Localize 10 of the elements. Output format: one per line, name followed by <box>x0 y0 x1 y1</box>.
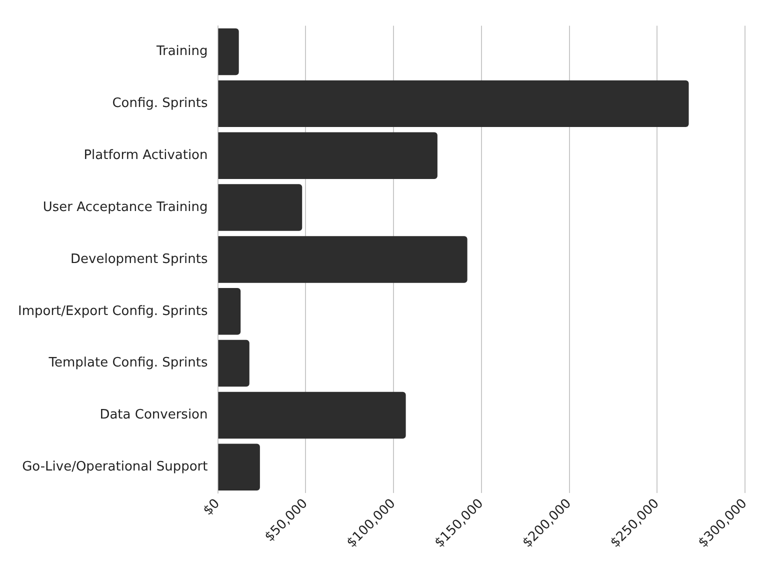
y-tick-label: User Acceptance Training <box>42 200 208 215</box>
y-tick-label: Development Sprints <box>70 252 208 267</box>
y-tick-label: Data Conversion <box>100 408 208 423</box>
x-tick-label: $0 <box>200 496 223 519</box>
y-tick-label: Template Config. Sprints <box>48 356 208 371</box>
y-tick-label: Import/Export Config. Sprints <box>18 304 208 319</box>
y-tick-label: Training <box>155 44 208 60</box>
y-tick-label: Platform Activation <box>84 148 208 163</box>
y-tick-label: Config. Sprints <box>112 96 208 112</box>
y-tick-label: Go-Live/Operational Support <box>22 460 208 475</box>
